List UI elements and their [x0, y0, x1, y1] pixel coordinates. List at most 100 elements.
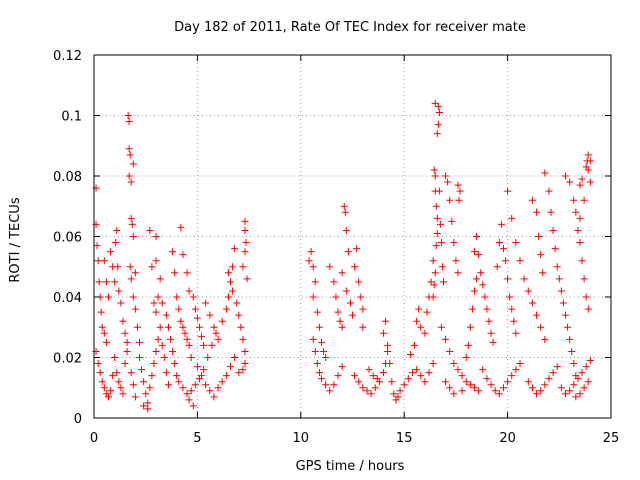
data-point [123, 338, 131, 346]
data-point [541, 335, 549, 343]
data-point [448, 217, 456, 225]
data-point [212, 329, 220, 337]
data-point [154, 335, 162, 343]
data-point [95, 278, 103, 286]
data-point [553, 263, 561, 271]
data-point [158, 341, 166, 349]
data-point [429, 257, 437, 265]
data-point [580, 275, 588, 283]
data-point [239, 366, 247, 374]
data-point [144, 399, 152, 407]
data-point [388, 378, 396, 386]
data-point [241, 347, 249, 355]
data-point [169, 347, 177, 355]
data-point [313, 360, 321, 368]
data-point [564, 323, 572, 331]
data-point [417, 323, 425, 331]
data-point [373, 375, 381, 383]
data-point [338, 323, 346, 331]
data-point [434, 102, 442, 110]
data-point [524, 378, 532, 386]
data-point [568, 347, 576, 355]
data-point [334, 308, 342, 316]
data-point [386, 360, 394, 368]
data-point [338, 363, 346, 371]
data-point [442, 378, 450, 386]
data-point [175, 378, 183, 386]
data-point [371, 384, 379, 392]
data-point [173, 372, 181, 380]
x-tick-label: 20 [499, 431, 516, 446]
data-point [317, 338, 325, 346]
data-point [138, 366, 146, 374]
data-point [541, 169, 549, 177]
data-point [218, 317, 226, 325]
data-point [183, 390, 191, 398]
data-point [135, 354, 143, 361]
data-point [439, 278, 447, 286]
data-point [202, 381, 210, 389]
data-point [471, 384, 479, 392]
data-point [411, 341, 419, 349]
data-point [584, 166, 592, 174]
data-point [408, 369, 416, 377]
data-point [330, 381, 338, 389]
data-point [177, 317, 185, 325]
y-tick-labels: 0 0.02 0.04 0.06 0.08 0.1 0.12 [53, 49, 82, 427]
y-tick-label: 0.1 [61, 110, 82, 125]
data-point [129, 381, 137, 389]
data-point [413, 317, 421, 325]
data-point [455, 196, 463, 204]
data-point [549, 226, 557, 234]
data-point [576, 239, 584, 247]
data-point [384, 341, 392, 349]
data-point [239, 263, 247, 271]
data-point [133, 323, 141, 331]
data-point [431, 172, 439, 180]
data-point [115, 287, 123, 295]
data-point [508, 305, 516, 313]
data-point [437, 323, 445, 331]
data-point [516, 360, 524, 368]
data-point [473, 275, 481, 283]
data-point [363, 387, 371, 395]
data-point [183, 335, 191, 343]
data-point [586, 157, 594, 165]
data-point [156, 275, 164, 283]
data-point [195, 323, 203, 331]
data-point [222, 305, 230, 313]
data-point [200, 366, 208, 374]
data-point [226, 363, 234, 371]
data-point [533, 390, 541, 398]
data-point [208, 341, 216, 349]
data-point [214, 384, 222, 392]
data-point [499, 384, 507, 392]
x-axis-label: GPS time / hours [296, 459, 405, 474]
data-point [191, 381, 199, 389]
data-point [493, 263, 501, 271]
data-point [528, 299, 536, 307]
data-point [346, 299, 354, 307]
data-point [115, 378, 123, 386]
data-point [93, 242, 101, 250]
data-point [210, 323, 218, 331]
data-point [566, 335, 574, 343]
data-point [119, 390, 127, 398]
data-point [452, 257, 460, 265]
data-point [473, 233, 481, 240]
data-point [179, 251, 187, 259]
data-point [537, 387, 545, 395]
data-point [369, 372, 377, 380]
data-point [135, 338, 143, 346]
data-point [164, 323, 172, 331]
y-tick-label: 0.02 [53, 352, 82, 367]
data-point [549, 369, 557, 377]
data-point [167, 335, 175, 343]
data-point [430, 281, 438, 289]
data-point [144, 405, 152, 413]
data-point [185, 396, 193, 404]
data-point [311, 347, 319, 355]
data-point [340, 202, 348, 210]
data-point [499, 245, 507, 253]
data-point [390, 390, 398, 398]
